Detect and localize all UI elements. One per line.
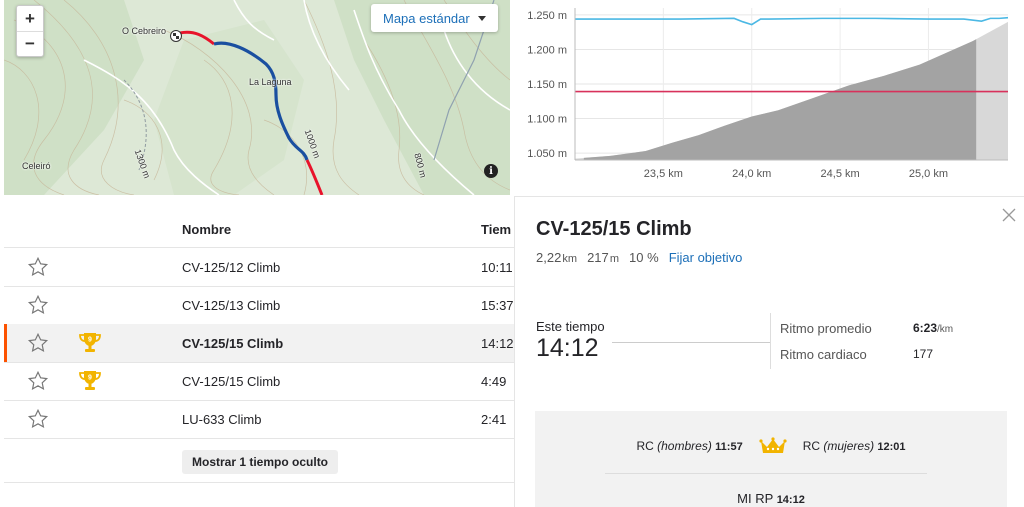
star-icon[interactable] <box>27 256 49 278</box>
zoom-in-button[interactable]: + <box>25 8 35 28</box>
star-icon[interactable] <box>27 294 49 316</box>
segment-grade: 10 % <box>629 250 659 265</box>
star-icon[interactable] <box>27 408 49 430</box>
star-icon[interactable] <box>27 332 49 354</box>
show-hidden-times-button[interactable]: Mostrar 1 tiempo oculto <box>182 450 339 474</box>
divider <box>612 342 770 343</box>
map-type-label: Mapa estándar <box>383 10 470 26</box>
table-divider <box>4 482 514 483</box>
pace-label: Ritmo promedio <box>780 321 872 336</box>
table-row[interactable]: 9 CV-125/15 Climb 4:49 <box>4 362 514 401</box>
elevation-chart[interactable]: 1.250 m 1.200 m 1.150 m 1.100 m 1.050 m 23,5 … <box>515 0 1024 195</box>
y-tick-label: 1.150 m <box>527 79 567 91</box>
table-row[interactable]: LU-633 Climb 2:41 <box>4 400 514 439</box>
x-tick-label: 25,0 km <box>909 168 948 180</box>
selected-indicator <box>4 324 7 362</box>
y-tick-label: 1.050 m <box>527 148 567 160</box>
crown-icon <box>759 437 787 453</box>
segment-time: 14:12 <box>481 336 514 351</box>
segment-time: 2:41 <box>481 412 507 427</box>
info-icon[interactable]: i <box>484 164 498 178</box>
map-label-la-laguna: La Laguna <box>249 77 292 87</box>
x-tick-label: 24,5 km <box>821 168 860 180</box>
column-header-time[interactable]: Tiem <box>481 222 512 237</box>
segment-detail-panel: CV-125/15 Climb 2,22 km 217 m 10 % Fijar… <box>514 196 1024 507</box>
y-tick-label: 1.100 m <box>527 114 567 126</box>
table-row[interactable]: CV-125/13 Climb 15:37 <box>4 286 514 325</box>
segment-elevation: 217 m <box>587 250 620 265</box>
caret-down-icon <box>477 15 486 21</box>
map-label-celeiro: Celeiró <box>22 161 51 171</box>
route-map[interactable]: + − Mapa estándar O Cebreiro La Laguna C… <box>4 0 510 195</box>
this-time-label: Este tiempo <box>536 319 605 334</box>
segment-time: 10:11 <box>481 260 513 275</box>
segment-name[interactable]: CV-125/12 Climb <box>182 260 281 275</box>
map-label-o-cebreiro: O Cebreiro <box>122 26 167 36</box>
zoom-out-button[interactable]: − <box>17 31 43 56</box>
elevation-chart-svg: 1.250 m 1.200 m 1.150 m 1.100 m 1.050 m 23,5 … <box>527 8 1009 180</box>
kom-record[interactable]: RC (hombres) 11:57 <box>636 439 743 453</box>
segment-name[interactable]: CV-125/13 Climb <box>182 298 281 313</box>
divider <box>770 313 771 369</box>
trophy-rank: 9 <box>88 375 92 382</box>
segment-time: 4:49 <box>481 374 507 389</box>
records-row: RC (hombres) 11:57 RC (mujeres) 12:01 <box>535 437 1007 455</box>
zoom-control: + − <box>16 5 44 57</box>
heart-rate-value: 177 <box>913 347 934 361</box>
qom-record[interactable]: RC (mujeres) 12:01 <box>802 439 906 453</box>
segment-time: 15:37 <box>481 298 514 313</box>
segment-title[interactable]: CV-125/15 Climb <box>536 218 692 240</box>
trophy-icon: 9 <box>79 371 101 390</box>
segment-name[interactable]: CV-125/15 Climb <box>182 374 281 389</box>
personal-record: MI RP 14:12 <box>737 491 805 506</box>
column-header-name[interactable]: Nombre <box>182 222 232 237</box>
set-goal-link[interactable]: Fijar objetivo <box>668 250 743 265</box>
heart-rate-label: Ritmo cardiaco <box>780 347 867 362</box>
segment-distance: 2,22 km <box>536 250 578 265</box>
close-icon[interactable] <box>1002 208 1016 222</box>
x-tick-label: 24,0 km <box>732 168 771 180</box>
elevation-area-segment <box>583 39 977 160</box>
segment-name[interactable]: CV-125/15 Climb <box>182 336 284 351</box>
table-row-selected[interactable]: 9 CV-125/15 Climb 14:12 <box>4 324 514 363</box>
map-terrain <box>4 0 510 195</box>
segment-stats: 2,22 km 217 m 10 % Fijar objetivo <box>536 250 742 265</box>
y-tick-label: 1.250 m <box>527 10 567 22</box>
this-time-value: 14:12 <box>536 334 599 362</box>
pace-value: 6:23/km <box>913 321 954 335</box>
segment-name[interactable]: LU-633 Climb <box>182 412 262 427</box>
table-header: Nombre Tiem <box>4 196 514 248</box>
leaderboard-summary: RC (hombres) 11:57 RC (mujeres) 12:01 MI… <box>535 411 1007 507</box>
y-tick-label: 1.200 m <box>527 44 567 56</box>
trophy-icon: 9 <box>79 333 101 352</box>
map-type-dropdown[interactable]: Mapa estándar <box>371 4 498 32</box>
segments-table: Nombre Tiem CV-125/12 Climb 10:11 CV-125… <box>4 196 514 507</box>
table-row[interactable]: CV-125/12 Climb 10:11 <box>4 248 514 287</box>
start-flag-icon <box>170 30 182 42</box>
trophy-rank: 9 <box>88 337 92 344</box>
star-icon[interactable] <box>27 370 49 392</box>
top-trace-line <box>575 16 1009 26</box>
divider <box>605 473 927 474</box>
x-tick-label: 23,5 km <box>644 168 683 180</box>
